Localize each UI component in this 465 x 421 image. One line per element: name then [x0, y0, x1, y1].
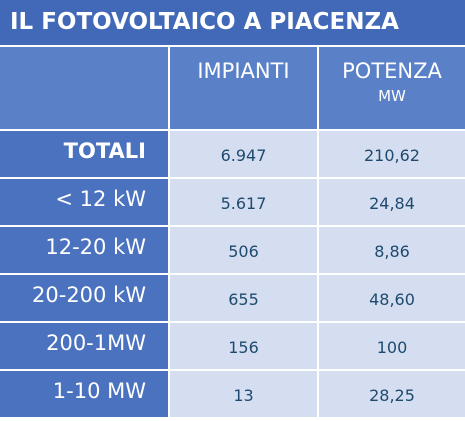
cell: 655 [170, 275, 317, 321]
header-corner [0, 47, 168, 129]
row-label: < 12 kW [0, 179, 168, 225]
cell: 8,86 [319, 227, 465, 273]
column-unit: MW [378, 87, 406, 105]
cell: 48,60 [319, 275, 465, 321]
cell: 28,25 [319, 371, 465, 417]
cell: 506 [170, 227, 317, 273]
row-label: TOTALI [0, 131, 168, 177]
title: IL FOTOVOLTAICO A PIACENZA [0, 0, 465, 45]
row-label: 20-200 kW [0, 275, 168, 321]
cell: 6.947 [170, 131, 317, 177]
row-label: 1-10 MW [0, 371, 168, 417]
cell: 100 [319, 323, 465, 369]
column-label: IMPIANTI [197, 59, 290, 83]
column-label: POTENZA [342, 59, 442, 83]
row-label: 12-20 kW [0, 227, 168, 273]
column-header: IMPIANTI [170, 47, 317, 129]
cell: 210,62 [319, 131, 465, 177]
cell: 13 [170, 371, 317, 417]
cell: 5.617 [170, 179, 317, 225]
cell: 24,84 [319, 179, 465, 225]
cell: 156 [170, 323, 317, 369]
column-header: POTENZA MW [319, 47, 465, 129]
row-label: 200-1MW [0, 323, 168, 369]
